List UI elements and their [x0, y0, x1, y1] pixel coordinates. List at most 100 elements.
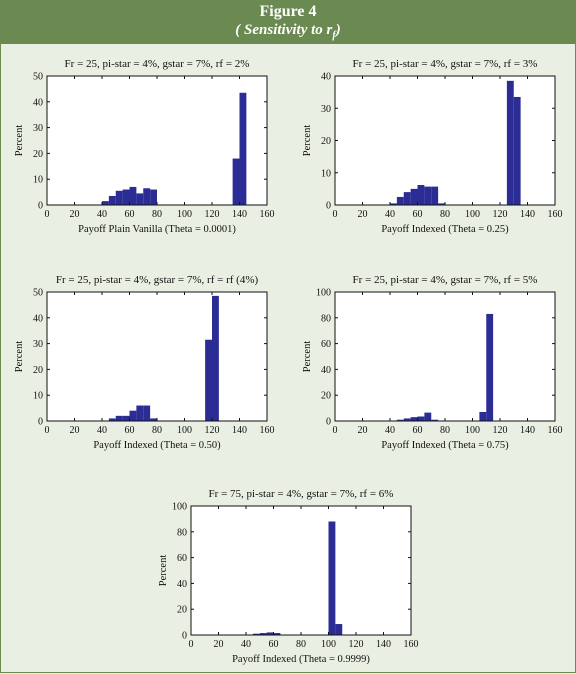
histogram-bar: [273, 633, 281, 635]
x-tick-label: 80: [440, 425, 450, 436]
y-tick-label: 50: [33, 288, 43, 299]
x-tick-label: 60: [125, 209, 135, 220]
figure-subtitle: ( Sensitivity to rf): [0, 22, 576, 41]
histogram-bar: [479, 411, 487, 421]
x-tick-label: 140: [232, 425, 247, 436]
x-tick-label: 60: [125, 425, 135, 436]
subtitle-prefix: ( Sensitivity to r: [235, 22, 333, 38]
y-tick-label: 0: [182, 631, 187, 642]
histogram-bar: [108, 195, 116, 205]
chart-title: Fr = 25, pi-star = 4%, gstar = 7%, rf = …: [65, 58, 250, 70]
x-tick-label: 160: [404, 639, 419, 650]
x-tick-label: 100: [465, 425, 480, 436]
histogram-bar: [136, 193, 144, 205]
subtitle-subscript: f: [332, 30, 336, 41]
plot-area: [335, 292, 555, 421]
x-tick-label: 160: [260, 425, 275, 436]
y-tick-label: 50: [33, 72, 43, 83]
x-tick-label: 0: [333, 425, 338, 436]
chart-title: Fr = 25, pi-star = 4%, gstar = 7%, rf = …: [56, 274, 259, 286]
histogram-bar: [115, 190, 123, 205]
histogram-bar: [212, 295, 219, 421]
histogram-bar: [232, 158, 240, 205]
y-tick-label: 0: [38, 201, 43, 212]
histogram-bar: [438, 203, 445, 205]
x-tick-label: 20: [70, 209, 80, 220]
x-tick-label: 60: [413, 209, 423, 220]
x-tick-label: 0: [333, 209, 338, 220]
histogram-bar: [431, 419, 439, 421]
x-axis-label: Payoff Indexed (Theta = 0.75): [381, 440, 509, 451]
histogram-bar: [122, 415, 130, 421]
chart-title: Fr = 25, pi-star = 4%, gstar = 7%, rf = …: [353, 58, 538, 70]
histogram-bar: [102, 201, 109, 205]
histogram-bar: [403, 192, 411, 205]
y-tick-label: 40: [33, 313, 43, 324]
x-tick-label: 0: [45, 425, 50, 436]
y-tick-label: 10: [321, 168, 331, 179]
histogram-bar: [108, 418, 116, 421]
histogram-bar: [410, 417, 418, 421]
histogram-bar: [506, 80, 514, 205]
plot-area: [191, 506, 411, 635]
histogram-bar: [129, 186, 137, 205]
histogram-bar: [424, 186, 432, 205]
x-tick-label: 20: [214, 639, 224, 650]
chart-5: Fr = 75, pi-star = 4%, gstar = 7%, rf = …: [158, 488, 419, 665]
histogram-bar: [335, 624, 343, 635]
y-tick-label: 40: [321, 72, 331, 83]
x-tick-label: 60: [269, 639, 279, 650]
y-tick-label: 60: [177, 553, 187, 564]
histogram-bar: [396, 196, 404, 205]
histogram-bar: [205, 339, 212, 421]
y-tick-label: 80: [177, 527, 187, 538]
histogram-bar: [417, 185, 425, 205]
x-axis-label: Payoff Indexed (Theta = 0.50): [93, 440, 221, 451]
x-tick-label: 140: [520, 209, 535, 220]
y-tick-label: 20: [177, 605, 187, 616]
x-tick-label: 80: [152, 425, 162, 436]
histogram-bar: [115, 415, 123, 421]
y-tick-label: 10: [33, 391, 43, 402]
x-tick-label: 100: [465, 209, 480, 220]
x-tick-label: 120: [493, 209, 508, 220]
histogram-bar: [252, 633, 260, 635]
x-tick-label: 40: [97, 209, 107, 220]
y-tick-label: 100: [172, 502, 187, 513]
x-tick-label: 20: [70, 425, 80, 436]
y-tick-label: 80: [321, 313, 331, 324]
histogram-bar: [136, 405, 144, 421]
x-tick-label: 140: [520, 425, 535, 436]
histogram-bar: [122, 189, 130, 205]
chart-title: Fr = 25, pi-star = 4%, gstar = 7%, rf = …: [353, 274, 538, 286]
histogram-bar: [150, 189, 157, 205]
x-tick-label: 140: [232, 209, 247, 220]
y-tick-label: 0: [326, 417, 331, 428]
x-tick-label: 100: [177, 209, 192, 220]
y-tick-label: 0: [326, 201, 331, 212]
x-tick-label: 20: [358, 425, 368, 436]
y-tick-label: 30: [33, 123, 43, 134]
histogram-bar: [143, 188, 151, 205]
histogram-bar: [390, 203, 397, 205]
y-tick-label: 0: [38, 417, 43, 428]
y-tick-label: 20: [33, 149, 43, 160]
x-tick-label: 120: [205, 425, 220, 436]
y-tick-label: 30: [321, 104, 331, 115]
y-tick-label: 40: [321, 365, 331, 376]
plot-area: [335, 76, 555, 205]
y-tick-label: 30: [33, 339, 43, 350]
histogram-bar: [150, 418, 157, 421]
chart-4: Fr = 25, pi-star = 4%, gstar = 7%, rf = …: [302, 274, 563, 451]
x-tick-label: 120: [205, 209, 220, 220]
y-tick-label: 20: [321, 391, 331, 402]
x-tick-label: 80: [296, 639, 306, 650]
y-tick-label: 10: [33, 175, 43, 186]
y-axis-label: Percent: [14, 125, 25, 157]
histogram-bar: [266, 632, 274, 635]
x-axis-label: Payoff Indexed (Theta = 0.25): [381, 224, 509, 235]
x-tick-label: 40: [97, 425, 107, 436]
x-tick-label: 160: [548, 209, 563, 220]
histogram-bar: [513, 96, 521, 205]
histogram-bar: [403, 418, 411, 421]
